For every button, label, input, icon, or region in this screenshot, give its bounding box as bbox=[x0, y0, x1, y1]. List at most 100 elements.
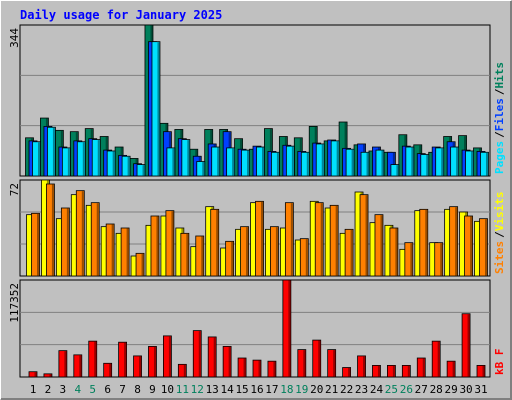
bar-shade bbox=[321, 144, 324, 176]
legend-entry: Visits bbox=[493, 192, 506, 232]
bar-face bbox=[464, 215, 473, 277]
bar bbox=[314, 202, 324, 277]
bar-face bbox=[91, 139, 101, 177]
bar-shade bbox=[261, 201, 263, 276]
bar bbox=[226, 147, 236, 177]
bar-shade bbox=[51, 184, 54, 276]
bar bbox=[210, 208, 220, 277]
bar-face bbox=[359, 194, 369, 277]
bar-shade bbox=[290, 203, 293, 276]
bar-face bbox=[312, 339, 322, 378]
bar-shade bbox=[127, 156, 130, 176]
bar-face bbox=[374, 214, 384, 277]
bar-face bbox=[43, 373, 53, 378]
bar-face bbox=[135, 252, 145, 277]
bar-face bbox=[446, 360, 456, 378]
bar bbox=[180, 232, 190, 277]
bar-shade bbox=[306, 152, 309, 176]
bar bbox=[60, 207, 70, 277]
bar-face bbox=[196, 161, 206, 177]
bar-face bbox=[434, 242, 444, 277]
bar-shade bbox=[82, 142, 85, 176]
bar-face bbox=[252, 359, 262, 378]
chart-title: Daily usage for January 2025 bbox=[20, 8, 222, 22]
bar-shade bbox=[456, 147, 459, 176]
bar-shade bbox=[94, 341, 97, 377]
bar-shade bbox=[422, 358, 425, 377]
bar-shade bbox=[38, 142, 40, 176]
bar bbox=[76, 141, 86, 177]
x-tick-label: 27 bbox=[415, 383, 428, 396]
x-tick-label: 15 bbox=[235, 383, 248, 396]
bar-shade bbox=[49, 374, 52, 377]
bar bbox=[390, 164, 400, 177]
legend-separator: / bbox=[493, 88, 506, 95]
x-tick-label: 16 bbox=[250, 383, 263, 396]
bar-face bbox=[166, 147, 176, 177]
bar-shade bbox=[79, 355, 82, 377]
bar-shade bbox=[247, 150, 250, 176]
x-tick-label: 23 bbox=[355, 383, 368, 396]
bar-shade bbox=[440, 243, 443, 276]
bar-shade bbox=[441, 148, 444, 176]
x-tick-label: 29 bbox=[445, 383, 458, 396]
bar-shade bbox=[96, 203, 99, 276]
bar-face bbox=[420, 154, 430, 177]
bar-shade bbox=[380, 215, 383, 276]
bar-face bbox=[299, 238, 309, 277]
x-tick-label: 7 bbox=[119, 383, 126, 396]
bar-face bbox=[90, 202, 100, 277]
bar-shade bbox=[111, 224, 114, 276]
bar-shade bbox=[336, 141, 339, 176]
legend-entry: Sites bbox=[493, 241, 506, 274]
bar-face bbox=[207, 336, 217, 378]
bar bbox=[404, 242, 414, 277]
bar bbox=[479, 218, 488, 277]
bar-shade bbox=[109, 363, 112, 377]
bar-shade bbox=[485, 219, 487, 276]
bar bbox=[61, 147, 71, 177]
bar bbox=[375, 149, 385, 177]
bar-face bbox=[103, 362, 113, 378]
bar bbox=[465, 150, 474, 177]
bar bbox=[401, 365, 411, 378]
bar-shade bbox=[395, 228, 398, 276]
bar bbox=[282, 279, 292, 378]
bar-shade bbox=[213, 337, 216, 377]
bar-face bbox=[327, 349, 337, 378]
bar-face bbox=[344, 228, 354, 277]
x-tick-label: 14 bbox=[221, 383, 235, 396]
bar bbox=[300, 151, 310, 177]
bar bbox=[88, 340, 98, 378]
bar bbox=[105, 223, 115, 277]
x-tick-label: 8 bbox=[134, 383, 141, 396]
bar-face bbox=[226, 147, 236, 177]
bar-face bbox=[73, 354, 83, 378]
bar-face bbox=[121, 155, 131, 177]
bar bbox=[133, 355, 142, 378]
bar-shade bbox=[350, 229, 353, 276]
legend-entry: Files bbox=[493, 98, 506, 131]
bar-face bbox=[165, 210, 175, 277]
bar bbox=[150, 215, 160, 277]
x-tick-label: 6 bbox=[104, 383, 111, 396]
bar bbox=[58, 350, 68, 378]
bar-shade bbox=[217, 147, 220, 176]
bar-face bbox=[270, 226, 279, 277]
bar bbox=[312, 339, 322, 378]
bar-shade bbox=[366, 152, 369, 176]
legend: kB F bbox=[493, 349, 506, 376]
bar bbox=[181, 139, 191, 177]
bar-face bbox=[106, 150, 116, 177]
bar-face bbox=[435, 147, 445, 177]
bar-face bbox=[148, 346, 157, 378]
bar bbox=[192, 330, 202, 378]
bar bbox=[345, 148, 355, 177]
bar bbox=[446, 360, 456, 378]
bar-face bbox=[479, 218, 488, 277]
bar-face bbox=[105, 223, 115, 277]
bar-shade bbox=[52, 127, 55, 176]
bar bbox=[255, 200, 264, 277]
bar-shade bbox=[288, 280, 291, 377]
